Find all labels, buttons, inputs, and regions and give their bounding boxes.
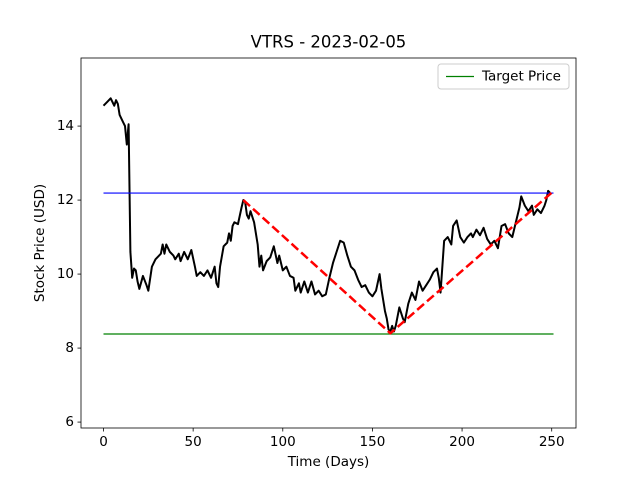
x-tick-label: 250 bbox=[539, 434, 565, 450]
legend: Target Price bbox=[437, 63, 570, 90]
x-tick-label: 150 bbox=[360, 434, 386, 450]
y-tick-label: 14 bbox=[57, 118, 74, 134]
x-tick-label: 0 bbox=[99, 434, 108, 450]
plot-frame bbox=[80, 57, 577, 429]
x-tick-label: 100 bbox=[270, 434, 296, 450]
series-line bbox=[242, 191, 553, 335]
y-tick-label: 10 bbox=[57, 266, 74, 282]
y-tick-label: 8 bbox=[65, 340, 74, 356]
legend-label: Target Price bbox=[481, 69, 561, 85]
y-axis-label: Stock Price (USD) bbox=[32, 184, 48, 302]
series-line bbox=[102, 97, 551, 333]
y-tick-label: 12 bbox=[57, 192, 74, 208]
x-tick-label: 50 bbox=[185, 434, 202, 450]
chart-title: VTRS - 2023-02-05 bbox=[251, 33, 407, 52]
legend-box bbox=[437, 63, 570, 90]
y-tick-label: 6 bbox=[65, 414, 74, 430]
x-tick-label: 200 bbox=[449, 434, 475, 450]
x-axis-label: Time (Days) bbox=[287, 454, 370, 470]
